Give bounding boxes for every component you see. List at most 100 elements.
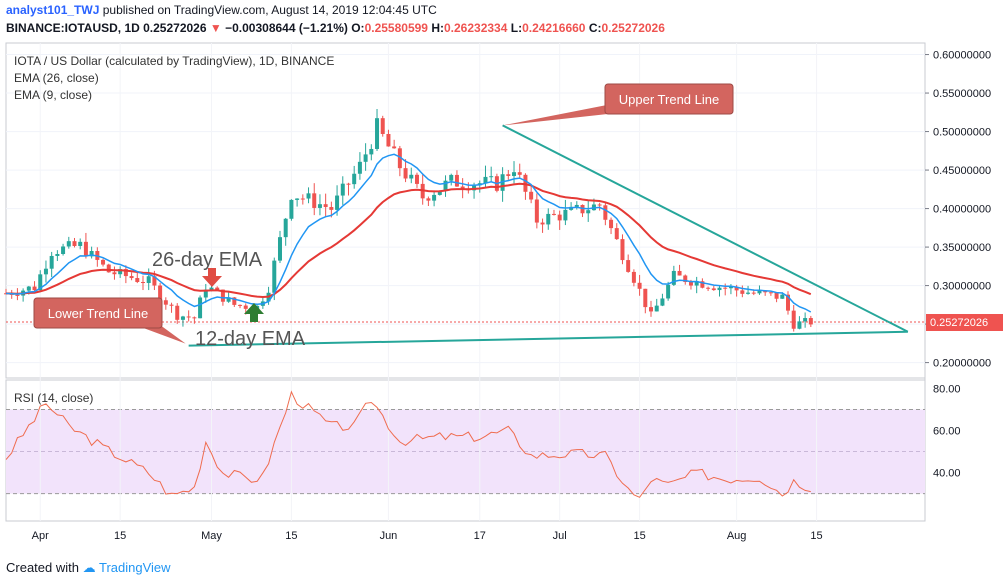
candle-body [546,213,551,225]
candle-body [454,174,459,187]
last-price: 0.25272026 [143,21,207,35]
candle-body [346,183,351,185]
lower-trend-line [188,330,908,347]
candle-body [238,304,243,306]
low-label: L: [510,21,523,35]
candle-body [198,297,203,319]
candle-body [677,270,682,276]
candle-body [540,222,545,225]
rsi-band [6,409,925,494]
time-tick-label: 15 [285,530,297,542]
candle-body [323,204,328,208]
buy-arrow-icon [244,303,264,322]
candle-body [277,237,282,261]
candle-body [123,269,128,277]
candle-body [363,154,368,162]
candle-body [694,281,699,286]
candle-body [426,198,431,201]
upper-trend-line [502,124,909,333]
candle-body [72,241,77,246]
candle-body [392,146,397,149]
tradingview-logo-icon[interactable]: ☁ TradingView [82,560,171,575]
candle-body [506,174,511,176]
ema26-legend[interactable]: EMA (26, close) [14,71,99,85]
candle-body [140,282,145,284]
candle-body [386,133,391,147]
down-arrow-icon: ▼ [209,21,222,35]
candle-body [728,286,733,289]
rsi-tick-label: 80.00 [933,383,961,395]
candle-body [723,287,728,289]
candle-body [83,241,88,257]
candle-body [32,286,37,291]
price-chart[interactable]: 0.200000000.250000000.300000000.35000000… [0,38,1006,560]
candle-body [55,253,60,256]
candle-body [797,321,802,329]
candle-body [637,282,642,289]
candle-body [449,174,454,181]
high-value: 0.26232334 [443,21,508,35]
upper-trend-callout [604,83,734,115]
candle-body [317,204,322,208]
candle-body [740,290,745,294]
time-tick-label: Apr [32,530,49,542]
candle-body [711,288,716,291]
candle-body [26,286,31,291]
candles [4,108,813,332]
candle-body [780,294,785,299]
candle-body [626,260,631,272]
upper-trend-label: Upper Trend Line [619,92,719,107]
candle-body [437,190,442,195]
candle-body [563,209,568,221]
price-tick-label: 0.60000000 [933,50,991,62]
time-tick-label: Jun [380,530,398,542]
ema9-legend[interactable]: EMA (9, close) [14,88,92,102]
candle-body [774,292,779,299]
candle-body [397,148,402,169]
candle-body [61,246,66,254]
created-with-text: Created with [6,560,79,575]
candle-body [631,271,636,283]
candle-body [808,318,813,325]
candle-body [443,180,448,191]
ema26-annotation: 26-day EMA [152,249,263,271]
candle-body [643,288,648,308]
candle-body [312,193,317,208]
rsi-tick-label: 40.00 [933,468,961,480]
ema12-annotation: 12-day EMA [195,328,306,350]
candle-body [654,305,659,312]
candle-body [283,218,288,238]
candle-body [671,270,676,285]
chart-title: IOTA / US Dollar (calculated by TradingV… [14,54,334,68]
candle-body [746,292,751,294]
time-tick-label: May [201,530,222,542]
candle-body [403,168,408,179]
candle-body [357,161,362,174]
candle-body [106,264,111,273]
candle-body [352,173,357,185]
price-change: −0.00308644 (−1.21%) [225,21,348,35]
candle-body [129,276,134,279]
candle-body [574,204,579,207]
rsi-line [5,390,811,498]
time-tick-label: 17 [474,530,486,542]
candle-body [43,268,48,275]
candle-body [152,276,157,286]
time-tick-label: 15 [114,530,126,542]
candle-body [534,199,539,223]
candle-body [15,294,20,296]
candle-body [786,294,791,311]
close-value: 0.25272026 [601,21,665,35]
brand-name: TradingView [99,560,171,575]
candle-body [135,278,140,283]
candle-body [380,118,385,134]
candle-body [803,318,808,322]
rsi-legend[interactable]: RSI (14, close) [14,391,93,405]
author-name[interactable]: analyst101_TWJ [6,3,100,17]
candle-body [557,214,562,221]
price-tick-label: 0.30000000 [933,281,991,293]
candle-body [500,174,505,191]
candle-body [118,269,123,275]
candle-body [226,297,231,302]
time-tick-label: 15 [810,530,822,542]
